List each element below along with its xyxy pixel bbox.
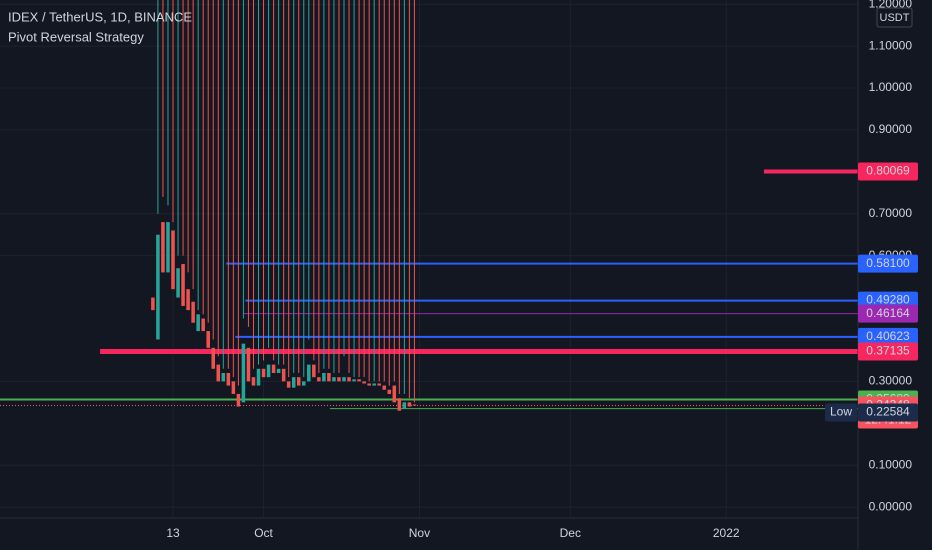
candle-body xyxy=(236,393,241,407)
candle-body xyxy=(332,377,336,382)
candle-body xyxy=(216,364,221,382)
y-tick-label: 1.20000 xyxy=(869,0,913,10)
candle-body xyxy=(211,347,216,369)
candle-body xyxy=(387,389,392,394)
candle-body xyxy=(296,377,301,386)
price-label: 0.40623 xyxy=(866,329,910,343)
candle-body xyxy=(191,301,195,323)
candle-body xyxy=(397,398,402,411)
low-label-box xyxy=(825,403,857,422)
price-label-box xyxy=(858,162,918,181)
price-label-box xyxy=(858,327,918,346)
candle-body xyxy=(241,343,246,403)
low-name: Low xyxy=(830,405,852,419)
candle-body xyxy=(186,289,190,311)
candle-body xyxy=(286,381,291,388)
candle-body xyxy=(271,364,276,373)
candle-body xyxy=(377,383,381,386)
candle-body xyxy=(156,234,160,340)
price-label-box xyxy=(858,342,918,361)
candle-body xyxy=(196,314,200,332)
candle-body xyxy=(161,222,165,273)
y-tick-label: 0.00000 xyxy=(869,499,913,513)
candle-body xyxy=(347,377,351,382)
candle-body xyxy=(251,377,256,386)
candle-body xyxy=(382,385,386,390)
candles xyxy=(151,0,417,411)
y-tick-label: 0.70000 xyxy=(869,206,913,220)
price-label: 0.58100 xyxy=(866,256,910,270)
candle-body xyxy=(231,381,236,394)
candle-body xyxy=(367,383,371,386)
price-label-box xyxy=(858,304,918,323)
candle-body xyxy=(246,347,251,382)
candle-body xyxy=(392,385,397,403)
candle-body xyxy=(256,368,261,386)
candle-body xyxy=(362,381,366,384)
y-tick-label: 0.90000 xyxy=(869,122,913,136)
candle-body xyxy=(276,368,281,373)
price-label: 0.46164 xyxy=(866,306,910,320)
candle-body xyxy=(312,364,316,378)
y-tick-label: 1.00000 xyxy=(869,80,913,94)
candle-body xyxy=(226,372,231,386)
y-tick-label: 0.10000 xyxy=(869,457,913,471)
price-label: 0.22584 xyxy=(866,405,910,419)
candle-body xyxy=(176,268,180,298)
candle-body xyxy=(221,372,226,382)
candle-body xyxy=(266,364,271,378)
candle-body xyxy=(261,368,266,378)
candle-body xyxy=(337,377,341,382)
x-tick-label: 2022 xyxy=(713,526,740,540)
x-tick-label: 13 xyxy=(166,526,180,540)
indicator-name: Pivot Reversal Strategy xyxy=(8,29,144,44)
price-label-box xyxy=(858,254,918,273)
candle-body xyxy=(281,368,286,382)
candle-body xyxy=(352,379,356,382)
candle-body xyxy=(342,377,346,382)
candle-body xyxy=(166,222,170,273)
candle-body xyxy=(412,404,417,406)
candle-body xyxy=(181,264,185,306)
y-tick-label: 0.30000 xyxy=(869,374,913,388)
candle-body xyxy=(402,402,407,409)
chart-title: IDEX / TetherUS, 1D, BINANCE xyxy=(8,9,192,24)
x-tick-label: Oct xyxy=(254,526,273,540)
candle-body xyxy=(307,364,311,382)
candle-body xyxy=(151,297,155,311)
candle-body xyxy=(171,230,175,290)
candle-body xyxy=(372,383,376,386)
currency: USDT xyxy=(880,12,910,24)
candle-body xyxy=(327,372,331,382)
currency-box[interactable] xyxy=(876,7,913,28)
candle-body xyxy=(357,379,361,382)
price-label: 0.80069 xyxy=(866,164,910,178)
x-tick-label: Dec xyxy=(560,526,581,540)
price-label-box xyxy=(858,403,918,422)
candle-body xyxy=(407,402,412,407)
candle-body xyxy=(317,377,321,382)
y-tick-label: 1.10000 xyxy=(869,38,913,52)
price-label: 0.37135 xyxy=(866,344,910,358)
candle-body xyxy=(302,381,306,386)
price-label: 0.49280 xyxy=(866,293,910,307)
candle-body xyxy=(291,377,296,388)
candle-body xyxy=(201,318,205,332)
candle-body xyxy=(206,331,210,348)
candle-body xyxy=(322,372,326,382)
x-tick-label: Nov xyxy=(409,526,430,540)
